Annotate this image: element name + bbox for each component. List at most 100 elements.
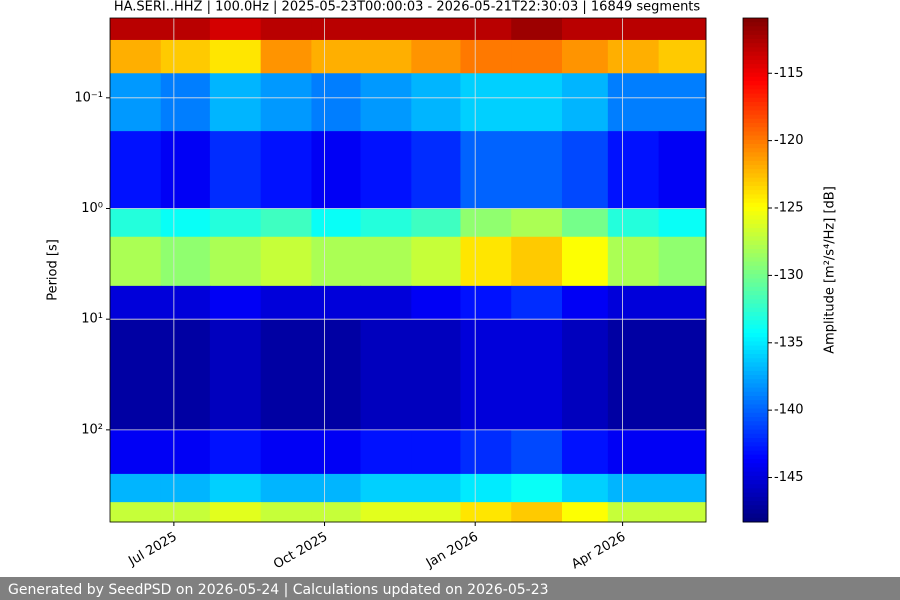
heatmap-cell (607, 73, 660, 132)
colorbar-segment (743, 467, 768, 473)
colorbar-tick-label: -135 (774, 335, 804, 350)
heatmap-cell (260, 429, 312, 475)
colorbar-segment (743, 131, 768, 137)
colorbar-segment (743, 198, 768, 204)
heatmap-cell (658, 502, 707, 523)
colorbar-segment (743, 169, 768, 174)
heatmap-cell (411, 18, 461, 41)
colorbar-segment (743, 366, 768, 372)
colorbar-segment (743, 345, 768, 351)
colorbar-segment (743, 18, 768, 23)
heatmap-cell (658, 131, 707, 210)
colorbar-segment (743, 181, 768, 187)
colorbar-segment (743, 186, 768, 191)
colorbar-segment (743, 177, 768, 183)
colorbar-segment (743, 316, 768, 321)
colorbar-segment (743, 341, 768, 347)
colorbar-segment (743, 307, 768, 313)
colorbar-segment (743, 55, 768, 61)
heatmap-cell (561, 236, 609, 287)
heatmap-cell (160, 39, 211, 74)
heatmap-cell (311, 429, 362, 475)
heatmap-cell (360, 208, 412, 238)
colorbar-segment (743, 34, 768, 40)
heatmap-cell (607, 18, 660, 41)
colorbar-segment (743, 454, 768, 460)
colorbar-segment (743, 219, 768, 225)
colorbar-segment (743, 249, 768, 254)
colorbar-segment (743, 312, 768, 317)
colorbar-segment (743, 253, 768, 258)
heatmap-cell (460, 18, 512, 41)
colorbar-label: Amplitude [m²/s⁴/Hz] [dB] (823, 186, 838, 354)
heatmap-cell (209, 208, 262, 238)
colorbar-segment (743, 194, 768, 200)
heatmap-cell (511, 131, 563, 210)
heatmap-cell (160, 208, 211, 238)
heatmap-cell (160, 429, 211, 475)
heatmap-cell (160, 319, 211, 431)
colorbar-segment (743, 370, 768, 376)
heatmap-cell (607, 429, 660, 475)
colorbar-segment (743, 89, 768, 95)
heatmap-cell (360, 131, 412, 210)
heatmap-cell (360, 73, 412, 132)
heatmap-cell (110, 502, 162, 523)
heatmap-cell (311, 236, 362, 287)
heatmap-cell (311, 18, 362, 41)
colorbar-segment (743, 408, 768, 414)
heatmap-cell (460, 39, 512, 74)
y-tick-label: 10¹ (81, 312, 103, 327)
heatmap-cell (311, 502, 362, 523)
heatmap-cell (160, 285, 211, 320)
colorbar-segment (743, 144, 768, 149)
heatmap-cell (607, 502, 660, 523)
colorbar-segment (743, 123, 768, 128)
colorbar-segment (743, 400, 768, 405)
colorbar-segment (743, 93, 768, 99)
heatmap-cell (311, 39, 362, 74)
heatmap-cell (511, 502, 563, 523)
heatmap-cell (209, 18, 262, 41)
heatmap-cell (110, 285, 162, 320)
heatmap-cell (411, 429, 461, 475)
heatmap-cell (607, 319, 660, 431)
colorbar-segment (743, 190, 768, 195)
heatmap-cell (260, 236, 312, 287)
heatmap-cell (110, 236, 162, 287)
heatmap-cell (511, 39, 563, 74)
footer-bar (0, 577, 900, 600)
heatmap-cell (411, 285, 461, 320)
colorbar-segment (743, 320, 768, 326)
colorbar-segment (743, 433, 768, 439)
heatmap-cell (209, 429, 262, 475)
colorbar-segment (743, 459, 768, 464)
y-tick-label: 10⁰ (81, 201, 103, 216)
colorbar-segment (743, 110, 768, 116)
colorbar-frame (742, 17, 769, 523)
heatmap-cell (658, 319, 707, 431)
colorbar-segment (743, 438, 768, 443)
heatmap-cell (311, 73, 362, 132)
colorbar-segment (743, 207, 768, 212)
heatmap-cell (311, 473, 362, 503)
colorbar-segment (743, 118, 768, 124)
colorbar-tick-label: -125 (774, 201, 804, 216)
heatmap-cell (607, 39, 660, 74)
heatmap-cell (360, 429, 412, 475)
heatmap-cell (511, 208, 563, 238)
x-tick-label: Oct 2025 (271, 530, 330, 573)
colorbar-segment (743, 328, 768, 334)
heatmap-cell (658, 39, 707, 74)
heatmap-cell (260, 285, 312, 320)
heatmap-cell (110, 208, 162, 238)
heatmap-cell (311, 208, 362, 238)
colorbar-segment (743, 379, 768, 384)
heatmap-cell (209, 131, 262, 210)
colorbar-segment (743, 349, 768, 355)
heatmap-cell (360, 473, 412, 503)
colorbar-segment (743, 240, 768, 246)
heatmap-cell (561, 208, 609, 238)
